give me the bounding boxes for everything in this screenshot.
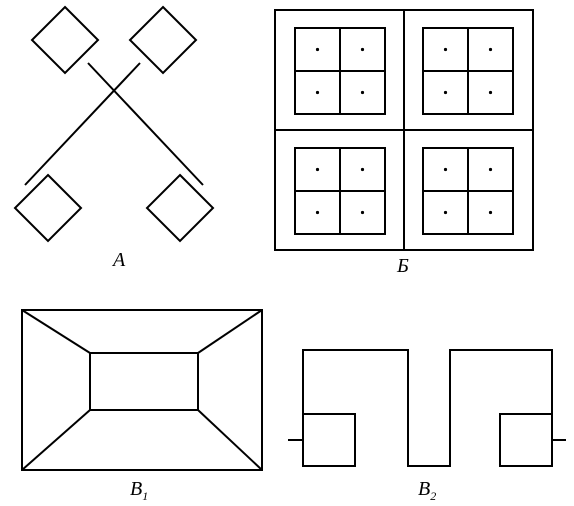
label-v2: В2 (418, 478, 436, 503)
label-a: А (111, 249, 126, 271)
grid-panel (423, 28, 513, 114)
grid-panel (423, 148, 513, 234)
label-v1: В1 (130, 478, 148, 503)
figure-a (15, 7, 213, 241)
label-b: Б (396, 255, 409, 277)
figure-v2 (288, 350, 566, 466)
grid-panel (295, 148, 385, 234)
meander-line (288, 350, 566, 466)
figure-b (275, 10, 533, 250)
figure-v1 (22, 310, 262, 470)
grid-panel (295, 28, 385, 114)
